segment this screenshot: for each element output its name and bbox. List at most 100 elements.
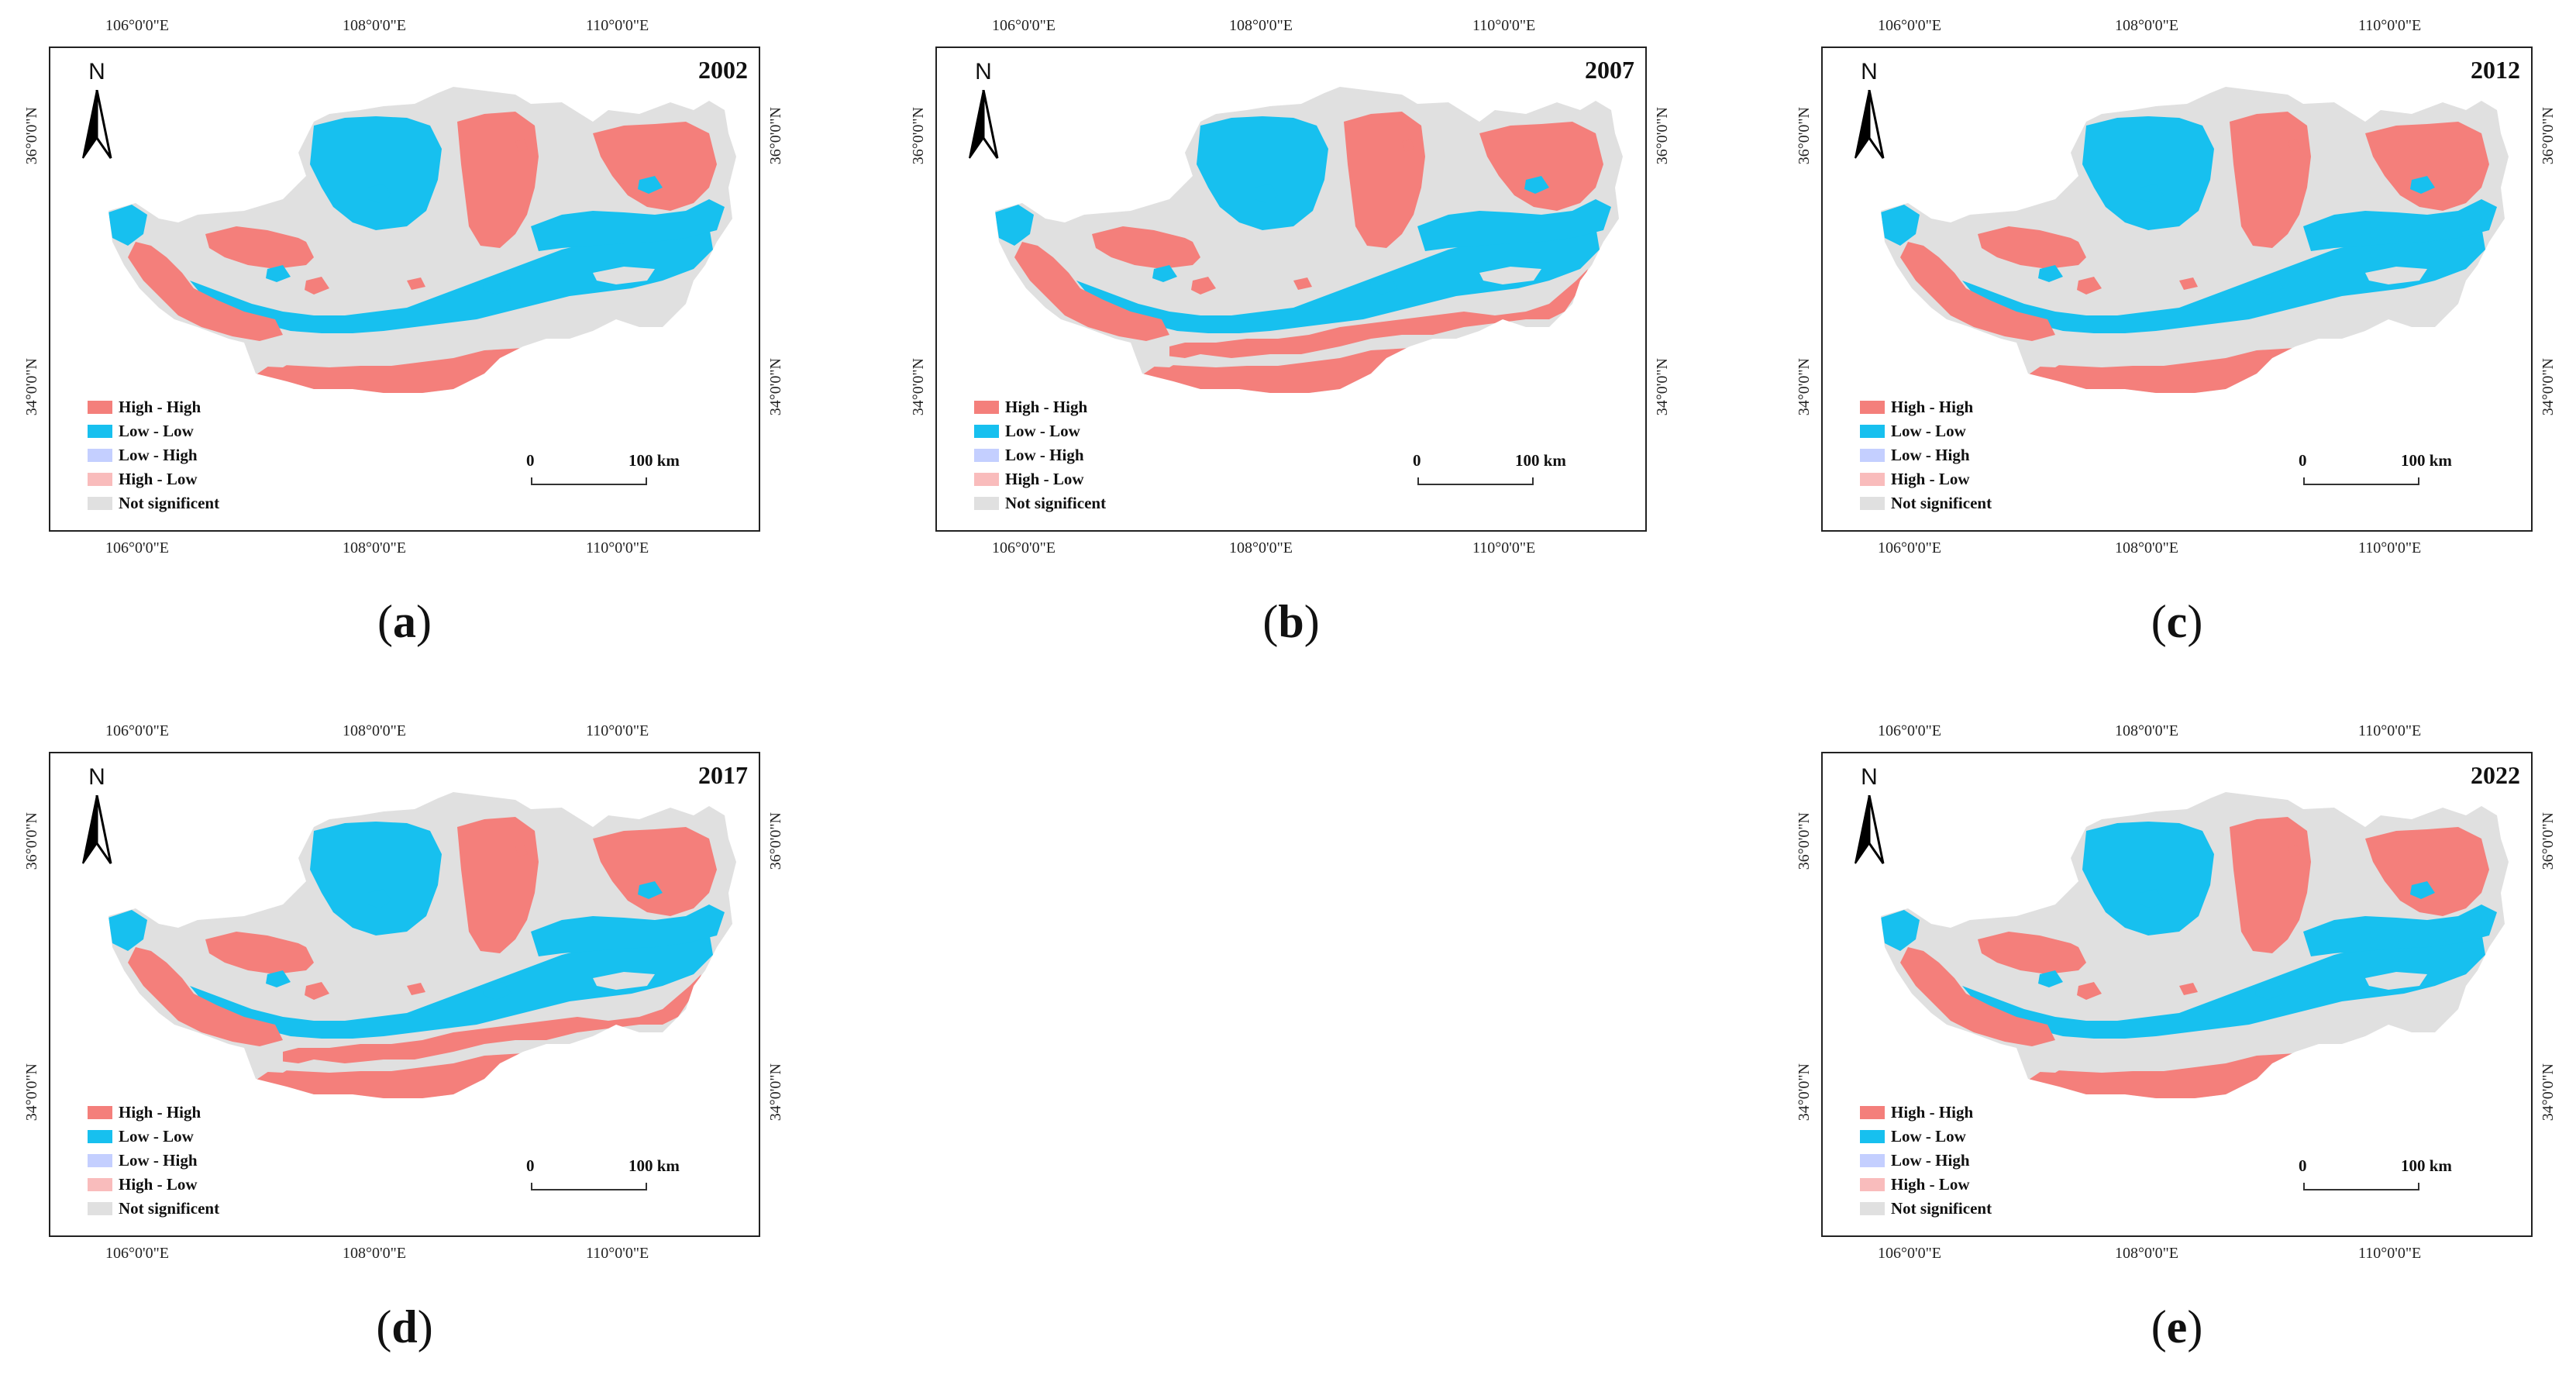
not-significant-area bbox=[1301, 251, 1359, 279]
low-low-cluster bbox=[266, 265, 291, 282]
scale-bar-distance: 100 km bbox=[1515, 451, 1566, 470]
legend-swatch bbox=[88, 473, 112, 486]
high-high-cluster bbox=[1293, 277, 1312, 290]
north-arrow-label: N bbox=[88, 59, 105, 84]
legend-label: Low - High bbox=[119, 1151, 198, 1170]
legend-label: High - Low bbox=[1891, 470, 1970, 488]
low-low-cluster bbox=[1881, 205, 1920, 246]
legend-label: High - Low bbox=[119, 1175, 198, 1194]
low-low-cluster bbox=[2255, 277, 2284, 295]
legend-item: High - High bbox=[88, 395, 219, 419]
high-high-cluster bbox=[407, 277, 425, 290]
map-year-label: 2012 bbox=[2471, 56, 2520, 84]
legend-item: Not significent bbox=[1860, 491, 1992, 515]
low-low-cluster bbox=[1417, 199, 1611, 251]
low-low-cluster bbox=[1524, 176, 1549, 194]
scale-bar-distance: 100 km bbox=[2401, 451, 2452, 470]
panel-label-letter: d bbox=[391, 1301, 418, 1352]
low-low-cluster bbox=[1962, 932, 2485, 1039]
latitude-tick-label: 36°0'0"N bbox=[23, 812, 40, 870]
scale-bar-line bbox=[2303, 1183, 2419, 1190]
longitude-tick-label: 110°0'0"E bbox=[2358, 17, 2422, 34]
map-frame: 2017 N High - High Low - Low Low - High High … bbox=[49, 752, 760, 1237]
low-low-cluster bbox=[1369, 277, 1398, 295]
lisa-cluster-map bbox=[995, 87, 1623, 393]
low-low-cluster bbox=[2303, 199, 2497, 251]
scale-bar: 0 100 km bbox=[2299, 1156, 2458, 1203]
high-high-cluster bbox=[407, 983, 425, 995]
not-significant-area bbox=[236, 346, 298, 367]
legend-swatch bbox=[974, 497, 999, 510]
high-high-cluster bbox=[2024, 1053, 2295, 1098]
latitude-tick-label: 36°0'0"N bbox=[767, 812, 784, 870]
legend-swatch bbox=[1860, 497, 1885, 510]
map-panel-c: 106°0'0"E 108°0'0"E 110°0'0"E 106°0'0"E 108°… bbox=[1772, 0, 2576, 682]
high-high-cluster bbox=[2077, 982, 2102, 1000]
scale-bar-line bbox=[2303, 477, 2419, 485]
not-significant-area bbox=[593, 267, 655, 284]
panel-label: (a) bbox=[327, 595, 482, 649]
longitude-tick-label: 108°0'0"E bbox=[343, 539, 406, 556]
legend-swatch bbox=[88, 1130, 112, 1143]
latitude-tick-label: 34°0'0"N bbox=[1796, 1063, 1813, 1122]
lisa-cluster-map bbox=[1881, 792, 2509, 1098]
low-low-cluster bbox=[483, 277, 511, 295]
low-low-cluster bbox=[2410, 881, 2435, 899]
latitude-tick-label: 36°0'0"N bbox=[767, 107, 784, 165]
map-legend: High - High Low - Low Low - High High - Low… bbox=[88, 1101, 219, 1221]
longitude-tick-label: 106°0'0"E bbox=[1878, 1245, 1941, 1262]
scale-bar: 0 100 km bbox=[1413, 451, 1572, 498]
longitude-tick-label: 108°0'0"E bbox=[2115, 539, 2178, 556]
north-arrow-icon bbox=[1855, 795, 1885, 864]
legend-swatch bbox=[1860, 1106, 1885, 1119]
high-high-cluster bbox=[128, 947, 283, 1046]
latitude-tick-label: 36°0'0"N bbox=[1796, 107, 1813, 165]
legend-swatch bbox=[1860, 425, 1885, 438]
not-significant-area bbox=[2187, 956, 2245, 984]
legend-label: High - High bbox=[1891, 398, 1974, 416]
high-high-cluster bbox=[205, 932, 322, 974]
low-low-cluster bbox=[2038, 970, 2063, 987]
high-high-cluster bbox=[515, 845, 528, 857]
low-low-cluster bbox=[108, 205, 147, 246]
legend-swatch bbox=[88, 449, 112, 462]
legend-item: High - High bbox=[1860, 395, 1992, 419]
longitude-tick-label: 106°0'0"E bbox=[1878, 17, 1941, 34]
scale-bar: 0 100 km bbox=[526, 451, 686, 498]
low-low-cluster bbox=[2255, 982, 2284, 1000]
legend-swatch bbox=[1860, 1178, 1885, 1191]
high-high-cluster bbox=[1014, 242, 1169, 341]
legend-swatch bbox=[88, 1202, 112, 1215]
not-significant-area bbox=[306, 238, 391, 273]
latitude-tick-label: 36°0'0"N bbox=[910, 107, 927, 165]
not-significant-area bbox=[2009, 346, 2071, 367]
map-year-label: 2002 bbox=[698, 56, 748, 84]
high-high-cluster bbox=[1978, 932, 2094, 974]
legend-item: Not significent bbox=[974, 491, 1106, 515]
longitude-tick-label: 106°0'0"E bbox=[105, 722, 169, 739]
legend-label: Low - High bbox=[1005, 446, 1084, 464]
low-low-cluster bbox=[1255, 184, 1278, 203]
low-low-cluster bbox=[310, 116, 442, 230]
legend-label: Not significent bbox=[119, 1199, 220, 1218]
longitude-tick-label: 110°0'0"E bbox=[586, 722, 649, 739]
high-high-cluster bbox=[2179, 277, 2198, 290]
high-high-cluster bbox=[305, 277, 329, 295]
longitude-tick-label: 106°0'0"E bbox=[1878, 539, 1941, 556]
low-low-cluster bbox=[995, 205, 1034, 246]
latitude-tick-label: 36°0'0"N bbox=[2540, 812, 2557, 870]
map-frame: 2002 N High - High Low - Low Low - High High … bbox=[49, 47, 760, 532]
high-high-cluster bbox=[2288, 140, 2300, 152]
legend-label: High - High bbox=[119, 398, 201, 416]
not-significant-area bbox=[593, 972, 655, 990]
low-low-cluster bbox=[638, 881, 663, 899]
latitude-tick-label: 34°0'0"N bbox=[1654, 358, 1671, 416]
map-panel-b: 106°0'0"E 108°0'0"E 110°0'0"E 106°0'0"E 108°… bbox=[887, 0, 1739, 682]
low-low-cluster bbox=[2303, 904, 2497, 956]
not-significant-area bbox=[2187, 251, 2245, 279]
legend-item: High - High bbox=[1860, 1101, 1992, 1125]
scale-bar-line bbox=[531, 1183, 647, 1190]
latitude-tick-label: 36°0'0"N bbox=[2540, 107, 2557, 165]
legend-swatch bbox=[1860, 1130, 1885, 1143]
scale-bar-zero: 0 bbox=[2299, 1156, 2307, 1175]
